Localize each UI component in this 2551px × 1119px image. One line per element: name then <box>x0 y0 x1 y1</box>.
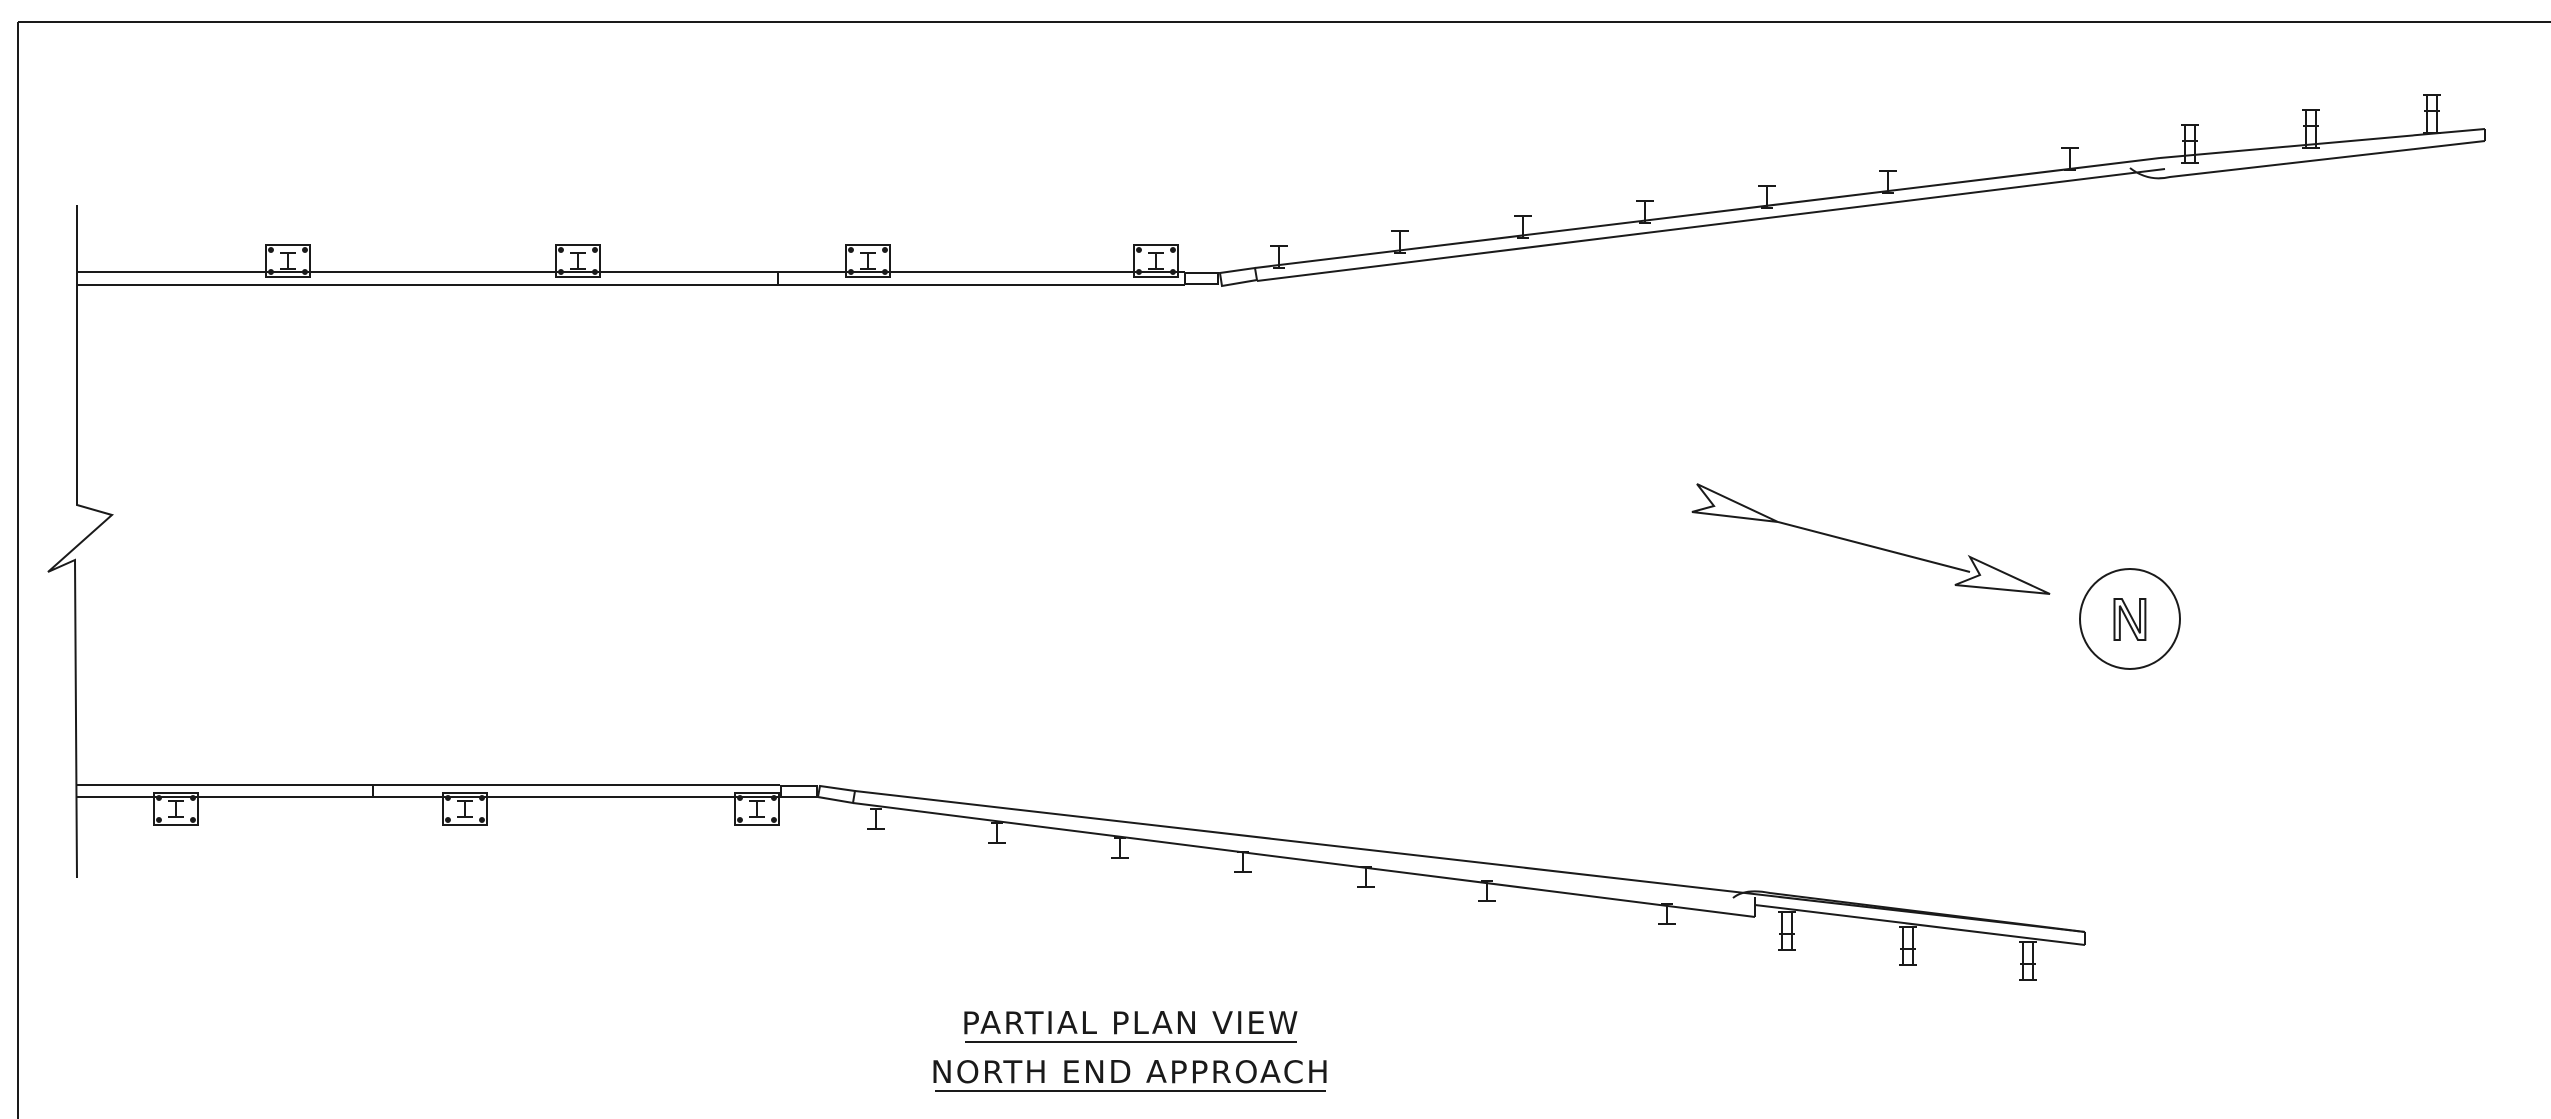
guardrail-post-icon <box>867 808 1676 925</box>
guardrail-post-icon <box>2181 94 2441 164</box>
base-plate-icon <box>153 792 780 826</box>
north-label: N <box>2109 589 2151 654</box>
north-arrow-icon <box>1691 483 2181 670</box>
sheet-border <box>17 21 2551 1119</box>
guardrail-post-icon <box>1270 147 2079 269</box>
break-line-icon <box>47 205 115 879</box>
guardrail-post-icon <box>1778 911 2037 981</box>
lower-guardrail <box>77 784 2086 946</box>
drawing-title-line2: NORTH END APPROACH <box>930 1055 1331 1091</box>
upper-guardrail <box>77 128 2486 288</box>
drawing-title-line1: PARTIAL PLAN VIEW <box>961 1006 1300 1042</box>
base-plate-icon <box>265 244 1179 278</box>
